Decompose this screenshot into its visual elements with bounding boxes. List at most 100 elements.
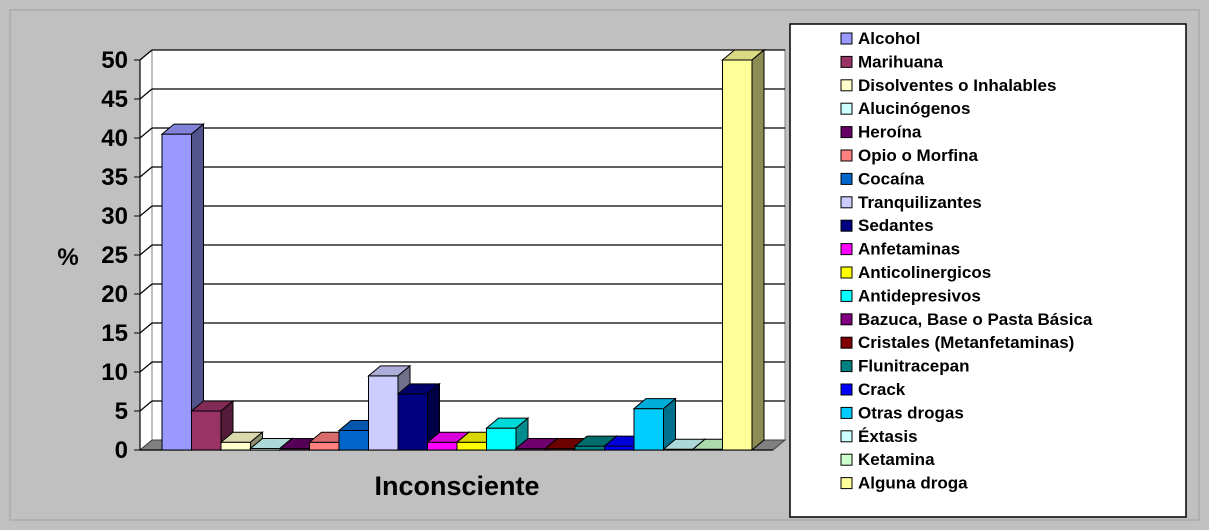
gridline-side <box>139 205 153 217</box>
legend-swatch <box>840 243 853 256</box>
legend: Alcohol Marihuana Disolventes o Inhalables… <box>840 29 1093 493</box>
legend-label: Marihuana <box>858 52 944 71</box>
legend-item: Marihuana <box>840 52 944 71</box>
y-tick-label: 10 <box>101 359 128 386</box>
bar-front <box>633 408 664 451</box>
legend-swatch <box>840 430 853 443</box>
legend-item: Anticolinergicos <box>840 263 991 282</box>
legend-label: Heroína <box>858 123 922 142</box>
legend-box <box>789 23 1187 518</box>
legend-label: Disolventes o Inhalables <box>858 76 1056 95</box>
legend-item: Opio o Morfina <box>840 146 978 165</box>
bar-side <box>191 123 204 452</box>
bar-front <box>397 393 428 451</box>
gridline-side <box>139 400 153 412</box>
legend-item: Tranquilizantes <box>840 193 982 212</box>
gridline-side <box>139 127 153 139</box>
legend-label: Tranquilizantes <box>858 193 982 212</box>
legend-label: Alcohol <box>858 29 920 48</box>
bar-front <box>368 375 399 451</box>
legend-item: Disolventes o Inhalables <box>840 76 1056 95</box>
legend-label: Sedantes <box>858 216 934 235</box>
y-ticks: 0 5 10 15 20 25 30 35 40 45 50 <box>101 47 140 464</box>
legend-label: Otras drogas <box>858 403 964 422</box>
legend-label: Cristales (Metanfetaminas) <box>858 333 1074 352</box>
legend-swatch <box>840 102 853 115</box>
gridline-side <box>139 322 153 334</box>
bar-front <box>161 133 192 451</box>
gridline-side <box>139 244 153 256</box>
bar-front <box>309 441 340 451</box>
bar-1 <box>160 123 205 452</box>
legend-swatch <box>840 360 853 373</box>
y-axis-label: % <box>57 244 78 271</box>
legend-swatch <box>840 219 853 232</box>
legend-label: Flunitracepan <box>858 357 969 376</box>
legend-swatch <box>840 149 853 162</box>
legend-swatch <box>840 266 853 279</box>
y-tick-label: 25 <box>101 242 128 269</box>
bar-front <box>191 410 222 451</box>
y-tick-label: 5 <box>115 398 128 425</box>
legend-item: Crack <box>840 380 906 399</box>
legend-swatch <box>840 172 853 185</box>
legend-item: Anfetaminas <box>840 240 960 259</box>
y-tick-label: 15 <box>101 320 128 347</box>
legend-label: Opio o Morfina <box>858 146 978 165</box>
gridlines <box>139 49 785 412</box>
legend-item: Éxtasis <box>840 427 918 446</box>
legend-swatch <box>840 196 853 209</box>
gridline-side <box>139 166 153 178</box>
legend-item: Bazuca, Base o Pasta Básica <box>840 310 1093 329</box>
legend-item: Alcohol <box>840 29 920 48</box>
y-tick-label: 35 <box>101 164 128 191</box>
legend-label: Bazuca, Base o Pasta Básica <box>858 310 1093 329</box>
bar-front <box>427 441 458 451</box>
legend-item: Alguna droga <box>840 474 968 493</box>
bar-front <box>722 59 753 451</box>
legend-swatch <box>840 336 853 349</box>
bar-front <box>604 445 635 451</box>
legend-label: Cocaína <box>858 169 925 188</box>
legend-swatch <box>840 406 853 419</box>
legend-item: Cocaína <box>840 169 925 188</box>
gridline-side <box>139 88 153 100</box>
bar-17 <box>632 397 677 452</box>
legend-label: Alucinógenos <box>858 99 970 118</box>
legend-item: Antidepresivos <box>840 286 981 305</box>
legend-swatch <box>840 126 853 139</box>
bar-2 <box>190 399 235 452</box>
bar-front <box>486 427 517 451</box>
legend-item: Ketamina <box>840 450 935 469</box>
bar-front <box>338 430 369 451</box>
legend-label: Anticolinergicos <box>858 263 991 282</box>
y-tick-label: 30 <box>101 203 128 230</box>
legend-item: Alucinógenos <box>840 99 970 118</box>
legend-label: Antidepresivos <box>858 286 981 305</box>
legend-item: Flunitracepan <box>840 357 969 376</box>
legend-swatch <box>840 32 853 45</box>
bars <box>160 48 766 452</box>
legend-swatch <box>840 289 853 302</box>
bar-front <box>574 445 605 451</box>
legend-label: Éxtasis <box>858 427 918 446</box>
y-tick-label: 0 <box>115 437 128 464</box>
legend-swatch <box>840 313 853 326</box>
bar-12 <box>485 417 530 452</box>
legend-label: Crack <box>858 380 906 399</box>
bar-front <box>456 441 487 451</box>
legend-item: Sedantes <box>840 216 934 235</box>
y-tick-label: 50 <box>101 47 128 74</box>
legend-item: Heroína <box>840 123 922 142</box>
y-tick-label: 40 <box>101 125 128 152</box>
bar-20 <box>721 48 766 452</box>
legend-label: Alguna droga <box>858 474 968 493</box>
legend-label: Ketamina <box>858 450 935 469</box>
gridline-side <box>139 283 153 295</box>
y-tick-label: 20 <box>101 281 128 308</box>
legend-label: Anfetaminas <box>858 240 960 259</box>
legend-swatch <box>840 79 853 92</box>
gridline-side <box>139 49 153 61</box>
bar-side <box>751 48 765 452</box>
